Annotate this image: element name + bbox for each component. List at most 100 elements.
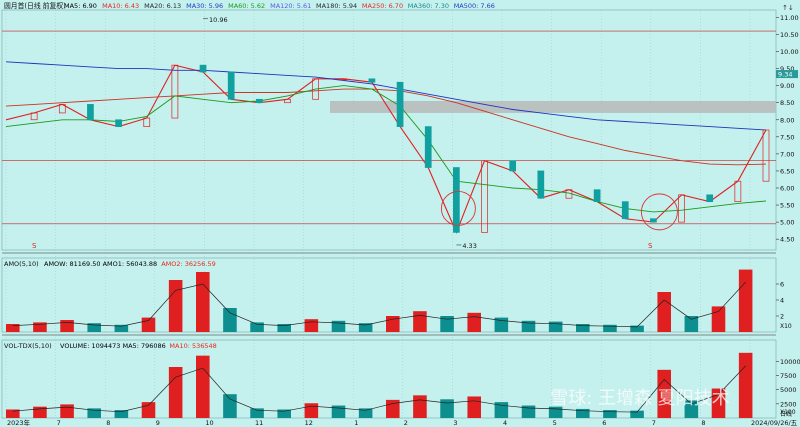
x-tick-label: 6 (602, 419, 606, 427)
amo-ma-line (12, 281, 746, 328)
amo-y-label: 6 (780, 281, 784, 289)
y-tick-label: 6.00 (780, 185, 794, 193)
vol-bar (304, 403, 319, 418)
amo-y-label: 2 (780, 313, 784, 321)
signal-marker: S (32, 242, 37, 250)
x-tick-label: 7 (652, 419, 656, 427)
amo-bar (576, 324, 590, 332)
vol-bar (494, 402, 509, 418)
y-tick-label: 11.00 (780, 14, 799, 22)
candle (650, 218, 657, 223)
y-tick-label: 8.00 (780, 116, 794, 124)
x-tick-label: 5 (553, 419, 557, 427)
candle (396, 81, 404, 127)
candle (678, 194, 685, 223)
x-tick-label: 2024/09/26/五 (751, 419, 798, 427)
ma-legend-item: MA20: 6.13 (144, 2, 181, 10)
candle (509, 160, 517, 172)
y-tick-label: 9.00 (780, 82, 794, 90)
x-tick-label: 11 (255, 419, 263, 427)
amo-unit-label: X10 (780, 323, 792, 330)
amo-bar (630, 325, 644, 332)
ma-legend-item: MA250: 6.70 (362, 2, 403, 10)
candle (87, 104, 94, 121)
candle (312, 78, 319, 100)
candle (340, 78, 348, 81)
amo-bar (467, 312, 481, 332)
amo-bar (603, 324, 617, 332)
amo-bar (250, 322, 264, 332)
vol-bar (440, 399, 454, 418)
x-tick-label: 3 (453, 419, 457, 427)
vol-bar (196, 355, 210, 418)
vol-bar (467, 396, 481, 418)
x-tick-label: 日线 (780, 410, 792, 418)
signal-marker: S (648, 242, 653, 250)
vol-bar (141, 402, 156, 418)
amo-bar (6, 324, 20, 332)
candle (171, 64, 179, 119)
vol-bar (33, 406, 47, 418)
ma-legend-item: MA10: 6.43 (102, 2, 139, 10)
vol-bar (630, 410, 644, 418)
main-panel-frame (1, 9, 777, 251)
y-tick-label: 5.50 (780, 202, 794, 210)
amo-bar (196, 272, 210, 332)
x-tick-label: 9 (156, 419, 160, 427)
vol-bar (223, 394, 237, 418)
y-tick-label: 7.00 (780, 150, 794, 158)
vol-bar (6, 409, 20, 418)
highlight-circle (440, 191, 476, 226)
highlight-circle (640, 193, 678, 231)
vol-bar (277, 409, 291, 418)
vol-bar (548, 406, 563, 418)
candle (368, 78, 376, 83)
main-title: 圆月首(日线 前复权) (4, 1, 66, 10)
candle (621, 201, 629, 220)
ma-legend-item: MA120: 5.61 (270, 2, 311, 10)
vol-bar (168, 367, 183, 418)
x-tick-label: 4 (503, 419, 507, 427)
ma-legend-item: MA180: 5.94 (316, 2, 357, 10)
vol-bar (603, 410, 617, 418)
amo-bar (87, 323, 101, 332)
watermark: 雪球: 王增森 夏阳技术 (550, 388, 730, 409)
amo-legend-item: AMO2: 36256.59 (161, 260, 216, 268)
ma-legend-item: MA360: 7.30 (408, 2, 449, 10)
y-tick-label: 7.50 (780, 133, 794, 141)
candle (58, 104, 66, 114)
x-tick-label: 2023年 (7, 418, 31, 427)
current-price-label: 9.34 (778, 71, 792, 79)
candle (227, 71, 235, 100)
candle (30, 112, 38, 121)
x-tick-label: 10 (205, 419, 213, 427)
candle (453, 167, 460, 233)
y-tick-label: 4.50 (780, 236, 794, 244)
amo-bar (33, 322, 47, 332)
candle (424, 126, 432, 168)
x-tick-label: 2 (404, 419, 408, 427)
x-tick-label: 7 (57, 419, 61, 427)
vol-bar (657, 369, 671, 418)
vol-bar (738, 352, 753, 418)
amo-bar (494, 317, 509, 332)
ma-legend-item: MA60: 5.62 (228, 2, 265, 10)
series-line-close (5, 64, 767, 234)
candle (481, 160, 488, 233)
y-tick-label: 6.50 (780, 167, 794, 175)
vol-bar (114, 410, 129, 418)
vol-bar (413, 395, 427, 418)
candle (284, 98, 291, 104)
amo-legend-item: AMO1: 56043.88 (103, 260, 158, 268)
x-tick-label: 1 (354, 419, 358, 427)
candle (734, 180, 742, 202)
amo-bar (548, 321, 563, 332)
amo-bar (304, 319, 319, 332)
vol-y-label: 10000 (780, 358, 800, 366)
vol-bar (331, 405, 346, 418)
vol-bar (684, 400, 699, 418)
series-line-MA-mid (5, 88, 767, 166)
amo-legend-item: AMOW: 81169.50 (44, 260, 101, 268)
